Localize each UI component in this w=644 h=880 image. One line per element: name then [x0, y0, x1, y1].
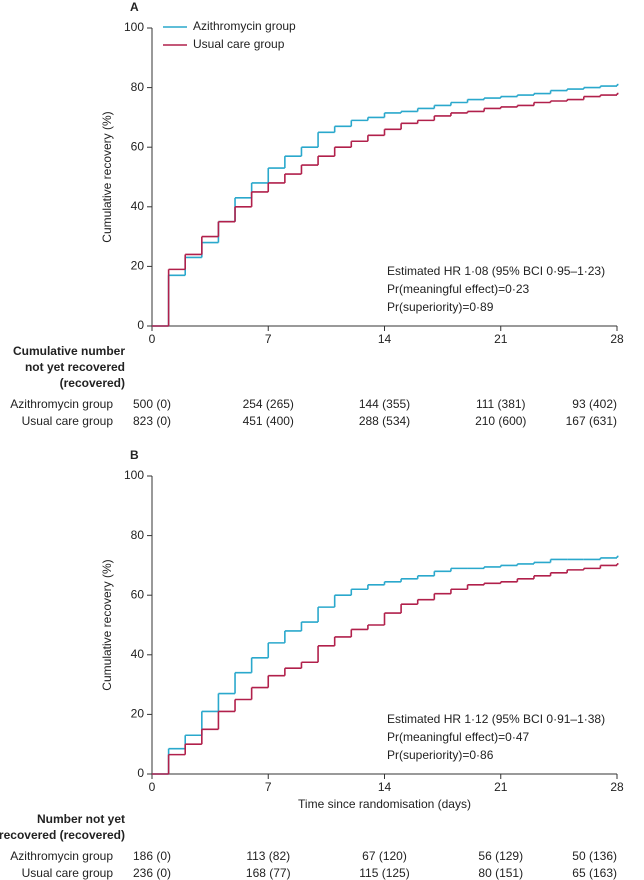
x-tick-label: 14: [378, 332, 392, 346]
panel-label: B: [130, 448, 139, 462]
risk-value: 144 (355): [359, 397, 410, 411]
risk-row-label: Usual care group: [22, 414, 114, 428]
y-tick-label: 100: [124, 20, 144, 34]
risk-table-title: recovered (recovered): [0, 828, 125, 842]
y-tick-label: 60: [131, 139, 145, 153]
risk-value: 115 (125): [359, 866, 409, 880]
y-tick-label: 60: [131, 587, 145, 601]
y-tick-label: 40: [131, 199, 145, 213]
risk-table-title: (recovered): [60, 376, 125, 390]
y-tick-label: 20: [131, 259, 145, 273]
y-tick-label: 80: [131, 528, 145, 542]
y-tick-label: 20: [131, 707, 145, 721]
risk-value: 67 (120): [362, 849, 407, 863]
annotation: Estimated HR 1·08 (95% BCI 0·95–1·23): [387, 264, 605, 278]
x-tick-label: 0: [149, 332, 156, 346]
risk-value: 288 (534): [359, 414, 410, 428]
y-axis-label: Cumulative recovery (%): [100, 111, 114, 242]
annotation: Pr(superiority)=0·89: [387, 300, 494, 314]
annotation: Pr(superiority)=0·86: [387, 748, 494, 762]
risk-value: 56 (129): [478, 849, 523, 863]
risk-row-label: Usual care group: [22, 866, 114, 880]
x-tick-label: 14: [378, 780, 392, 794]
y-tick-label: 0: [137, 766, 144, 780]
risk-value: 65 (163): [572, 866, 617, 880]
risk-row-label: Azithromycin group: [10, 849, 113, 863]
y-tick-label: 100: [124, 468, 144, 482]
risk-table-title: Cumulative number: [13, 344, 125, 358]
risk-value: 236 (0): [133, 866, 171, 880]
risk-value: 93 (402): [572, 397, 617, 411]
risk-value: 111 (381): [476, 397, 526, 411]
risk-value: 80 (151): [478, 866, 523, 880]
x-tick-label: 21: [494, 332, 508, 346]
risk-table-title: not yet recovered: [25, 360, 125, 374]
x-tick-label: 21: [494, 780, 508, 794]
risk-value: 50 (136): [572, 849, 617, 863]
risk-value: 823 (0): [133, 414, 171, 428]
y-axis-label: Cumulative recovery (%): [100, 559, 114, 690]
x-tick-label: 0: [149, 780, 156, 794]
y-tick-label: 80: [131, 80, 145, 94]
risk-value: 186 (0): [133, 849, 171, 863]
risk-value: 167 (631): [566, 414, 617, 428]
annotation: Estimated HR 1·12 (95% BCI 0·91–1·38): [387, 712, 605, 726]
x-tick-label: 28: [610, 780, 624, 794]
annotation: Pr(meaningful effect)=0·23: [387, 282, 530, 296]
risk-value: 451 (400): [243, 414, 294, 428]
y-tick-label: 0: [137, 318, 144, 332]
x-tick-label: 7: [265, 332, 272, 346]
panel-label: A: [130, 0, 139, 14]
risk-value: 254 (265): [243, 397, 294, 411]
y-tick-label: 40: [131, 647, 145, 661]
x-tick-label: 7: [265, 780, 272, 794]
risk-value: 168 (77): [246, 866, 291, 880]
x-axis-label: Time since randomisation (days): [298, 797, 471, 811]
risk-row-label: Azithromycin group: [10, 397, 113, 411]
legend-label: Azithromycin group: [193, 19, 296, 33]
risk-value: 113 (82): [246, 849, 290, 863]
x-tick-label: 28: [610, 332, 624, 346]
risk-table-title: Number not yet: [37, 812, 125, 826]
legend-label: Usual care group: [193, 37, 285, 51]
annotation: Pr(meaningful effect)=0·47: [387, 730, 530, 744]
risk-value: 500 (0): [133, 397, 171, 411]
risk-value: 210 (600): [475, 414, 526, 428]
